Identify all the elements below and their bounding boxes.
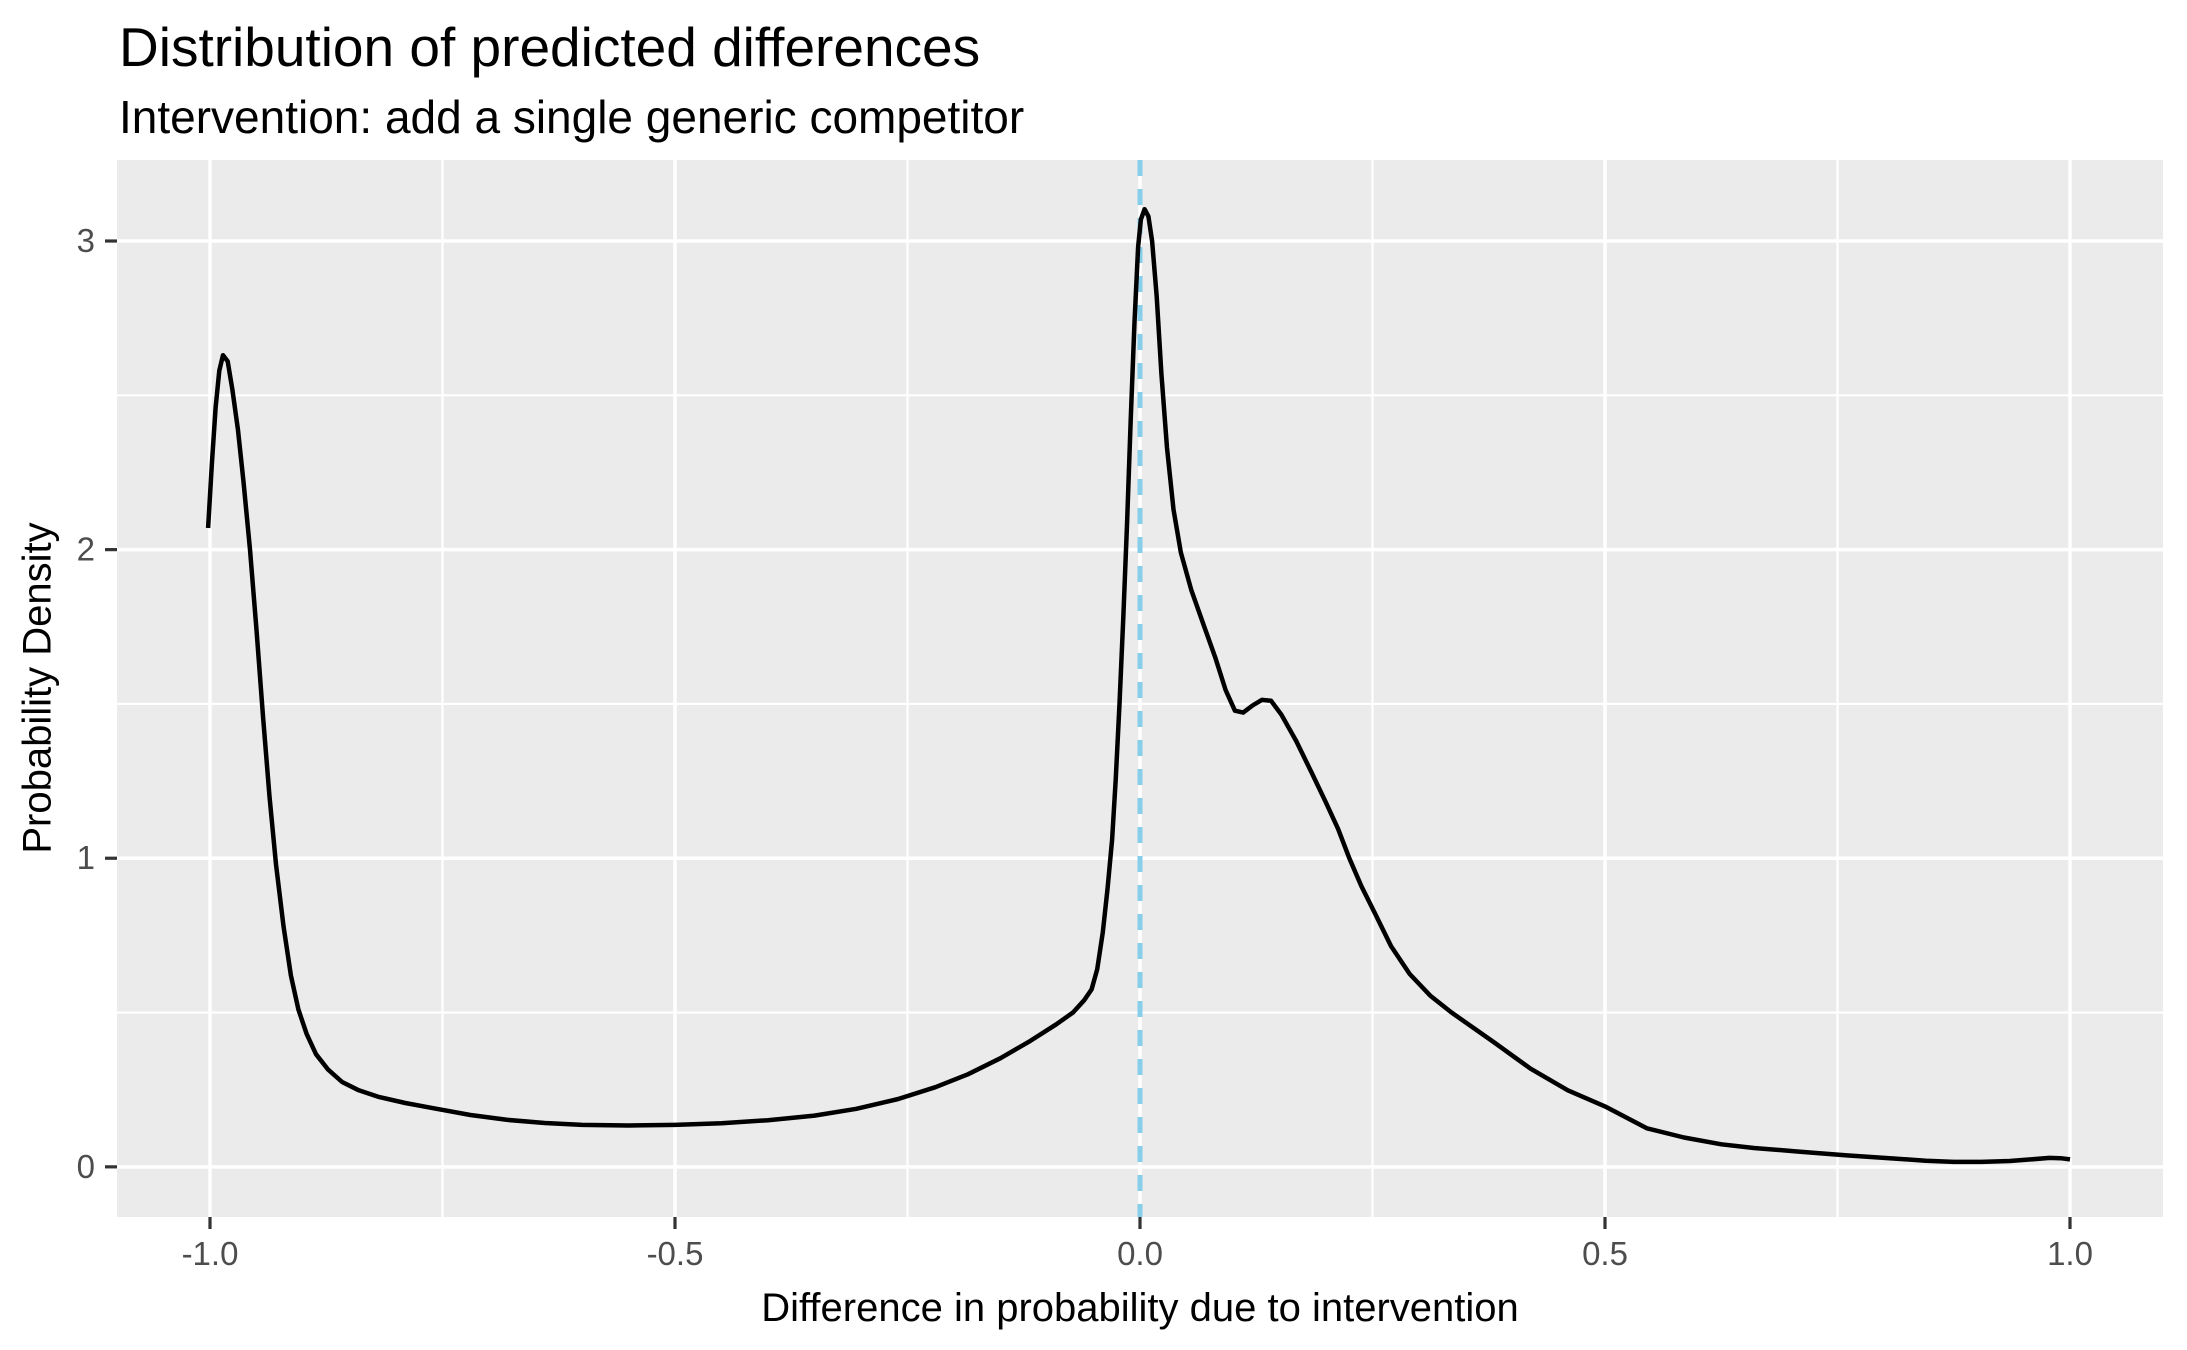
x-tick-label: -1.0 — [182, 1235, 239, 1272]
y-tick-label: 2 — [77, 531, 95, 568]
x-axis-title: Difference in probability due to interve… — [761, 1286, 1519, 1330]
plot-subtitle: Intervention: add a single generic compe… — [119, 91, 1025, 143]
density-curve — [205, 206, 2071, 1165]
x-tick-label: 1.0 — [2047, 1235, 2093, 1272]
y-tick-label: 1 — [77, 839, 95, 876]
y-tick-label: 0 — [77, 1148, 95, 1185]
plot-title: Distribution of predicted differences — [119, 16, 981, 78]
x-tick-label: -0.5 — [647, 1235, 704, 1272]
x-tick-label: 0.5 — [1582, 1235, 1628, 1272]
x-tick-label: 0.0 — [1117, 1235, 1163, 1272]
y-tick-label: 3 — [77, 222, 95, 259]
